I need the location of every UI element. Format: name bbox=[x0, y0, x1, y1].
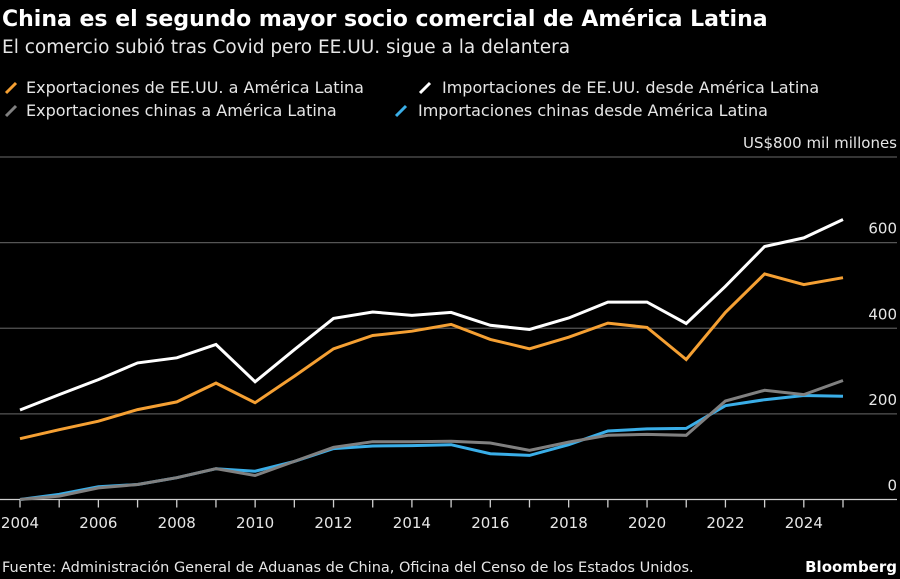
y-tick-label: 200 bbox=[868, 391, 897, 409]
legend-item-us-imports: Importaciones de EE.UU. desde América La… bbox=[418, 78, 819, 97]
legend-marker-us-exports bbox=[4, 81, 18, 95]
x-axis: 2004 2006 2008 2010 2012 2014 2016 2018 2020 2022… bbox=[1, 499, 844, 532]
legend-label: Exportaciones chinas a América Latina bbox=[26, 101, 337, 120]
x-tick-label: 2004 bbox=[1, 514, 39, 532]
source-note: Fuente: Administración General de Aduana… bbox=[2, 560, 694, 576]
chart-title: China es el segundo mayor socio comercia… bbox=[2, 7, 768, 32]
chart-subtitle: El comercio subió tras Covid pero EE.UU.… bbox=[2, 37, 570, 58]
y-tick-label: 600 bbox=[868, 220, 897, 238]
series-lines bbox=[19, 218, 844, 501]
legend-item-us-exports: Exportaciones de EE.UU. a América Latina bbox=[4, 78, 364, 97]
y-tick-label: 0 bbox=[887, 477, 897, 495]
legend-marker-us-imports bbox=[418, 81, 432, 95]
legend-item-china-imports: Importaciones chinas desde América Latin… bbox=[394, 101, 768, 120]
x-tick-label: 2010 bbox=[236, 514, 274, 532]
gridlines bbox=[0, 156, 897, 501]
x-tick-label: 2008 bbox=[158, 514, 196, 532]
y-tick-label: 400 bbox=[868, 305, 897, 323]
legend-item-china-exports: Exportaciones chinas a América Latina bbox=[4, 101, 337, 120]
x-tick-label: 2020 bbox=[628, 514, 666, 532]
legend-label: Importaciones de EE.UU. desde América La… bbox=[442, 78, 819, 97]
legend-marker-china-imports bbox=[394, 104, 408, 118]
y-axis-unit-label: US$800 mil millones bbox=[743, 134, 897, 152]
x-tick-label: 2024 bbox=[785, 514, 823, 532]
y-axis: 0 200 400 600 bbox=[868, 220, 897, 495]
legend: Exportaciones de EE.UU. a América Latina… bbox=[4, 78, 819, 120]
series-line-0 bbox=[19, 272, 844, 441]
series-line-1 bbox=[19, 218, 844, 412]
legend-label: Importaciones chinas desde América Latin… bbox=[418, 101, 768, 120]
x-tick-label: 2012 bbox=[314, 514, 352, 532]
bloomberg-logo: Bloomberg bbox=[805, 558, 897, 576]
legend-marker-china-exports bbox=[4, 104, 18, 118]
legend-label: Exportaciones de EE.UU. a América Latina bbox=[26, 78, 364, 97]
x-tick-label: 2018 bbox=[550, 514, 588, 532]
x-tick-label: 2022 bbox=[706, 514, 744, 532]
x-tick-label: 2006 bbox=[79, 514, 117, 532]
x-tick-label: 2014 bbox=[393, 514, 431, 532]
series-line-2 bbox=[19, 379, 844, 501]
x-tick-label: 2016 bbox=[471, 514, 509, 532]
